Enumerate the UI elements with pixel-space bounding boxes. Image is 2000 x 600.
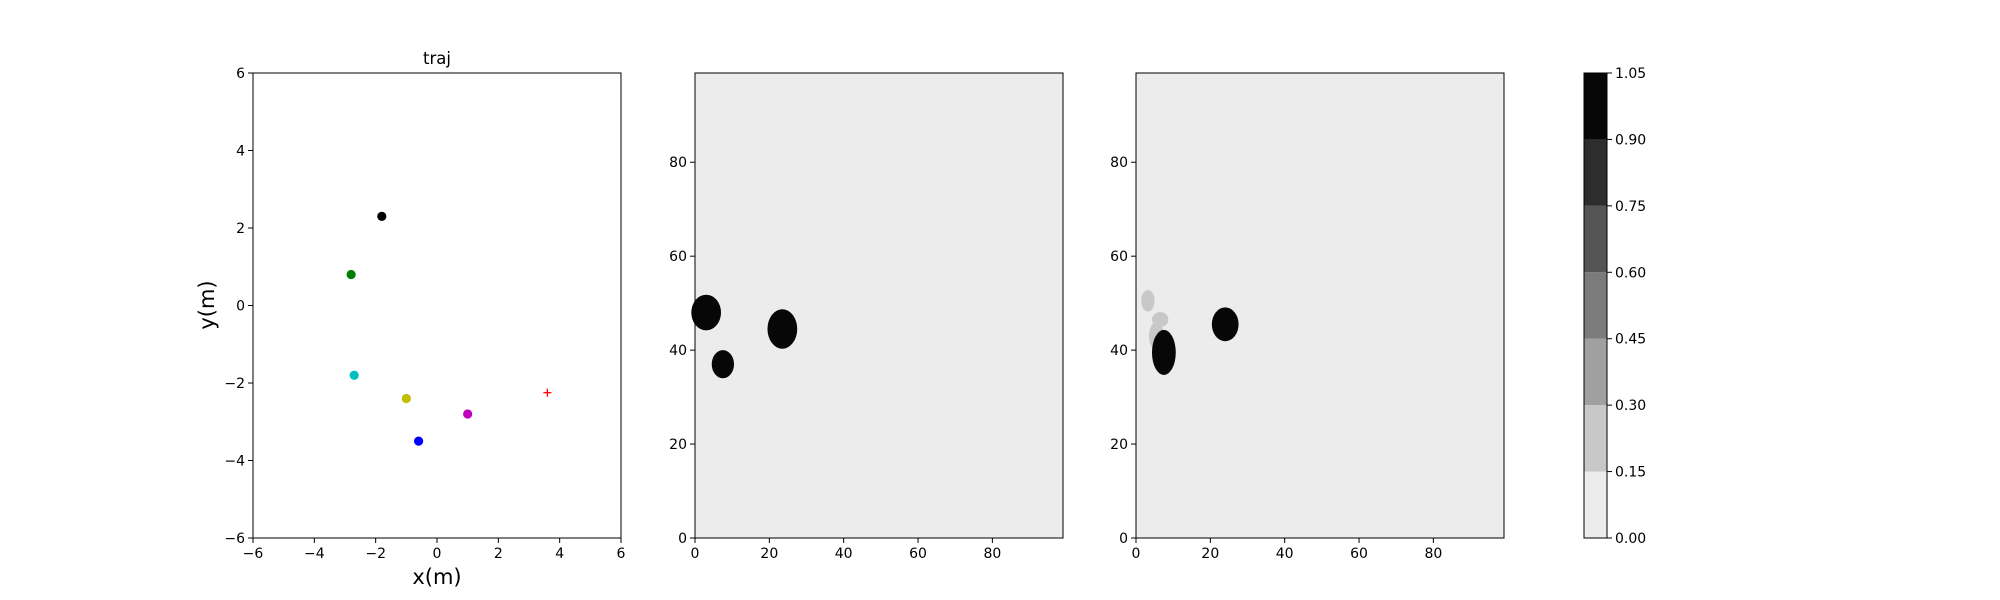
y-axis-label: y(m): [195, 280, 219, 329]
colorbar-band-6: [1584, 73, 1607, 140]
colorbar-tick-label-1: 0.15: [1615, 465, 1646, 481]
colorbar-bands: [1584, 73, 1607, 538]
agent-point-0: [377, 211, 387, 221]
colorbar-tick-label-4: 0.60: [1615, 265, 1646, 281]
heatmap-1-blobs: [691, 294, 798, 379]
colorbar-band-1: [1584, 405, 1607, 472]
heatmap-2-blobs: [1141, 290, 1239, 376]
colorbar-tick-label-0: 0.00: [1615, 531, 1646, 547]
heatmap-1-x-tick-label-1: 20: [760, 546, 778, 562]
heatmap-1-blob-2: [767, 309, 798, 349]
heatmap-1-x-tick-label-2: 40: [835, 546, 853, 562]
trajectory-y-tick-label-6: 6: [236, 66, 245, 82]
trajectory-y-tick-label-2: −2: [224, 376, 245, 392]
heatmap-1-background: [695, 73, 1063, 538]
x-axis-label: x(m): [412, 565, 461, 589]
trajectory-y-tick-label-3: 0: [236, 299, 245, 315]
heatmap-2-blob-4: [1211, 307, 1239, 342]
trajectory-plot-area: [252, 72, 622, 539]
colorbar: 0.00 0.15 0.30 0.45 0.60 0.75 0.90 1.05: [1583, 66, 1646, 547]
heatmap-2-y-tick-label-1: 20: [1110, 437, 1128, 453]
colorbar-ticks: 0.00 0.15 0.30 0.45 0.60 0.75 0.90 1.05: [1607, 66, 1646, 547]
heatmap-1-x-tick-label-4: 80: [983, 546, 1001, 562]
heatmap-2-x-tick-label-2: 40: [1276, 546, 1294, 562]
heatmap-2-blob-0: [1141, 290, 1155, 312]
heatmap-2-y-tick-label-3: 60: [1110, 249, 1128, 265]
heatmap-1-x-ticks: 0 20 40 60 80: [691, 538, 1001, 562]
colorbar-tick-label-7: 1.05: [1615, 66, 1646, 82]
heatmap-2-frame: [1135, 72, 1505, 539]
trajectory-y-tick-label-4: 2: [236, 221, 245, 237]
trajectory-x-ticks: −6 −4 −2 0 2 4 6: [243, 538, 626, 562]
heatmap-axes-1: 0 20 40 60 80 0 20 40 60 80: [669, 72, 1064, 562]
heatmap-2-x-tick-label-0: 0: [1132, 546, 1141, 562]
heatmap-1-y-tick-label-3: 60: [669, 249, 687, 265]
trajectory-x-tick-label-3: 0: [433, 546, 442, 562]
trajectory-y-ticks: −6 −4 −2 0 2 4 6: [224, 66, 253, 547]
trajectory-y-tick-label-5: 4: [236, 144, 245, 160]
colorbar-band-0: [1584, 471, 1607, 538]
trajectory-points: [346, 211, 552, 446]
trajectory-x-tick-label-1: −4: [304, 546, 325, 562]
heatmap-2-x-tick-label-1: 20: [1201, 546, 1219, 562]
heatmap-1-y-ticks: 0 20 40 60 80: [669, 155, 695, 547]
heatmap-axes-2: 0 20 40 60 80 0 20 40 60 80: [1110, 72, 1505, 562]
heatmap-1-y-tick-label-0: 0: [678, 531, 687, 547]
agent-point-1: [346, 269, 356, 280]
agent-point-2: [349, 370, 359, 380]
colorbar-tick-label-2: 0.30: [1615, 398, 1646, 414]
colorbar-tick-label-6: 0.90: [1615, 132, 1646, 148]
colorbar-band-5: [1584, 139, 1607, 206]
heatmap-2-y-tick-label-4: 80: [1110, 155, 1128, 171]
heatmap-2-background: [1136, 73, 1504, 538]
agent-point-5: [414, 436, 424, 446]
trajectory-x-tick-label-5: 4: [555, 546, 564, 562]
trajectory-x-tick-label-6: 6: [617, 546, 626, 562]
trajectory-y-tick-label-0: −6: [224, 531, 245, 547]
agent-point-3: [401, 393, 411, 404]
trajectory-title: traj: [423, 49, 451, 68]
heatmap-2-y-ticks: 0 20 40 60 80: [1110, 155, 1136, 547]
trajectory-x-tick-label-2: −2: [365, 546, 386, 562]
goal-marker-6: [543, 388, 552, 397]
colorbar-frame: [1583, 72, 1608, 539]
heatmap-1-y-tick-label-4: 80: [669, 155, 687, 171]
heatmap-1-y-tick-label-2: 40: [669, 343, 687, 359]
heatmap-1-blob-0: [691, 294, 722, 331]
heatmap-2-y-tick-label-2: 40: [1110, 343, 1128, 359]
heatmap-2-x-ticks: 0 20 40 60 80: [1132, 538, 1442, 562]
trajectory-x-tick-label-4: 2: [494, 546, 503, 562]
colorbar-tick-label-3: 0.45: [1615, 332, 1646, 348]
heatmap-2-y-tick-label-0: 0: [1119, 531, 1128, 547]
agent-point-4: [463, 409, 473, 419]
trajectory-y-tick-label-1: −4: [224, 454, 245, 470]
heatmap-2-x-tick-label-3: 60: [1350, 546, 1368, 562]
heatmap-1-blob-1: [711, 350, 735, 379]
colorbar-band-4: [1584, 205, 1607, 273]
colorbar-band-3: [1584, 272, 1607, 339]
trajectory-axes: traj −6 −4 −2 0 2 4 6 −6 −4 −2 0 2 4 6 x(m) y(m): [195, 49, 626, 589]
colorbar-tick-label-5: 0.75: [1615, 199, 1646, 215]
heatmap-2-x-tick-label-4: 80: [1424, 546, 1442, 562]
heatmap-1-x-tick-label-3: 60: [909, 546, 927, 562]
heatmap-1-frame: [694, 72, 1064, 539]
trajectory-x-tick-label-0: −6: [243, 546, 264, 562]
colorbar-band-2: [1584, 338, 1607, 406]
heatmap-1-y-tick-label-1: 20: [669, 437, 687, 453]
heatmap-2-blob-3: [1151, 329, 1176, 376]
heatmap-1-x-tick-label-0: 0: [691, 546, 700, 562]
